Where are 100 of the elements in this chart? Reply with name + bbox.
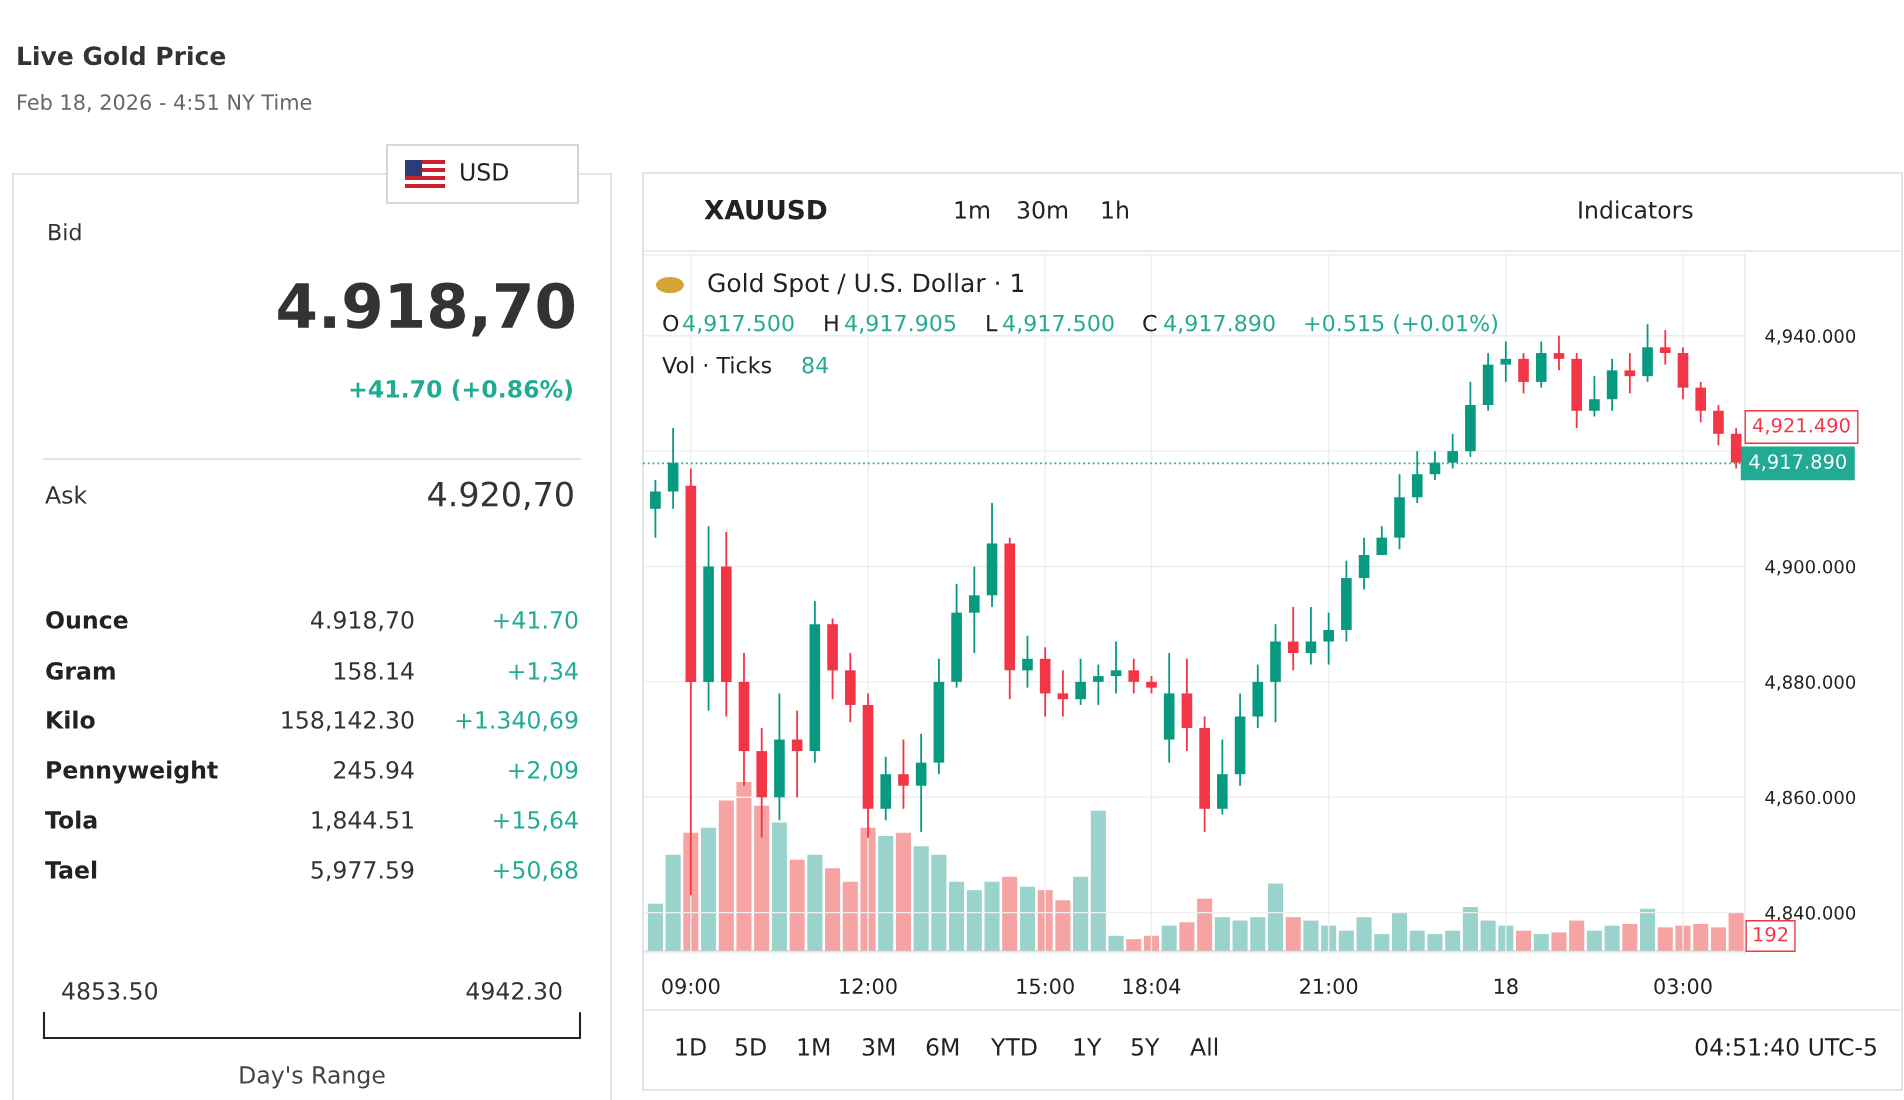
bar	[665, 854, 681, 951]
bar	[878, 836, 894, 951]
text: 5D	[735, 1038, 766, 1056]
text: Indicators	[1579, 200, 1693, 219]
candlestick	[1057, 669, 1069, 718]
bar	[1409, 930, 1425, 951]
text: YTD	[990, 1038, 1037, 1056]
candlestick	[1447, 432, 1458, 470]
candlestick	[1075, 657, 1086, 706]
y-tick-label: 4,880.000	[1765, 675, 1856, 691]
bar	[1710, 927, 1726, 951]
bar	[1445, 930, 1461, 951]
bar	[1391, 912, 1408, 951]
bar	[895, 832, 911, 951]
candlestick	[1518, 352, 1529, 395]
candlestick	[1022, 634, 1033, 689]
bar	[1551, 932, 1567, 951]
bar	[1232, 920, 1248, 951]
text: 4.920,70	[428, 481, 573, 511]
candlestick	[1093, 663, 1104, 706]
text: +41.70	[494, 610, 578, 629]
bar	[736, 782, 752, 951]
text: 1D	[676, 1038, 706, 1056]
bar	[647, 903, 663, 951]
text: 158,142.30	[282, 710, 414, 732]
text: Kilo	[47, 710, 95, 729]
bar	[789, 859, 805, 951]
annotation: 4,917.905	[845, 314, 956, 334]
text: Day's Range	[240, 1066, 385, 1089]
text: 30m	[1017, 200, 1068, 219]
ref-line-label: 4,917.890	[1749, 454, 1846, 471]
candlestick	[968, 565, 980, 654]
text: All	[1190, 1037, 1218, 1056]
x-tick-label: 12:00	[840, 978, 897, 995]
text: Feb 18, 2026 - 4:51 NY Time	[18, 93, 312, 113]
text: +15,64	[494, 810, 578, 832]
bar	[1161, 925, 1177, 951]
text: 1Y	[1074, 1038, 1102, 1056]
candlestick	[1323, 611, 1334, 666]
annotation: 84	[802, 356, 829, 374]
candlestick	[1695, 381, 1707, 424]
bar	[754, 805, 770, 951]
bar	[1356, 917, 1372, 951]
bar	[825, 868, 841, 951]
x-tick-label: 09:00	[662, 978, 720, 995]
text: 1m	[955, 201, 990, 219]
text: 4.918,70	[311, 610, 414, 632]
candlestick	[650, 479, 661, 539]
text: 4,921.490	[1752, 417, 1850, 435]
bar	[984, 881, 1000, 951]
bar	[1693, 923, 1709, 951]
text: +1.340,69	[456, 710, 578, 732]
bar	[1285, 917, 1301, 951]
bar	[1374, 934, 1390, 951]
candlestick	[1128, 657, 1140, 695]
candlestick	[898, 738, 909, 810]
bar	[1055, 900, 1071, 951]
text: Pennyweight	[47, 760, 218, 784]
annotation: 4,917.500	[683, 314, 794, 334]
text: 4942.30	[466, 981, 562, 1000]
bar	[771, 822, 787, 951]
candlestick	[1659, 329, 1671, 366]
annotation: C	[1143, 314, 1157, 332]
text: 3M	[862, 1037, 895, 1056]
x-tick-label: 21:00	[1300, 978, 1358, 995]
bar	[1480, 920, 1496, 951]
text: 6M	[926, 1037, 959, 1056]
candlestick	[1287, 605, 1299, 672]
candlestick	[1110, 640, 1122, 695]
bar	[1214, 917, 1230, 951]
text: 1M	[798, 1038, 830, 1056]
x-tick-label: 18	[1494, 978, 1518, 995]
bar	[842, 881, 858, 951]
candlestick	[1589, 375, 1600, 418]
text: Tola	[45, 810, 97, 829]
bar	[860, 827, 876, 951]
bar	[1622, 923, 1638, 951]
bar	[807, 854, 823, 951]
text: Ounce	[46, 610, 128, 629]
bar	[1728, 912, 1744, 951]
candlestick	[1376, 525, 1388, 556]
text: +2,09	[509, 760, 578, 782]
text: +50,68	[494, 860, 578, 882]
text: 1h	[1102, 200, 1128, 219]
text: 158.14	[334, 661, 414, 680]
annotation: 4,917.500	[1003, 314, 1114, 334]
bar	[1267, 883, 1284, 951]
annotation: 4,917.890	[1164, 314, 1275, 334]
bar	[966, 890, 982, 951]
bar	[931, 854, 947, 951]
bar	[1427, 934, 1443, 951]
text: 04:51:40 UTC-5	[1695, 1037, 1876, 1056]
candlestick	[915, 732, 927, 833]
candlestick	[1358, 536, 1370, 591]
bar	[701, 827, 717, 951]
text: XAUUSD	[704, 199, 827, 220]
bar	[1657, 927, 1673, 951]
bar	[1303, 920, 1319, 951]
candlestick	[1713, 404, 1724, 447]
bar	[1569, 920, 1585, 951]
